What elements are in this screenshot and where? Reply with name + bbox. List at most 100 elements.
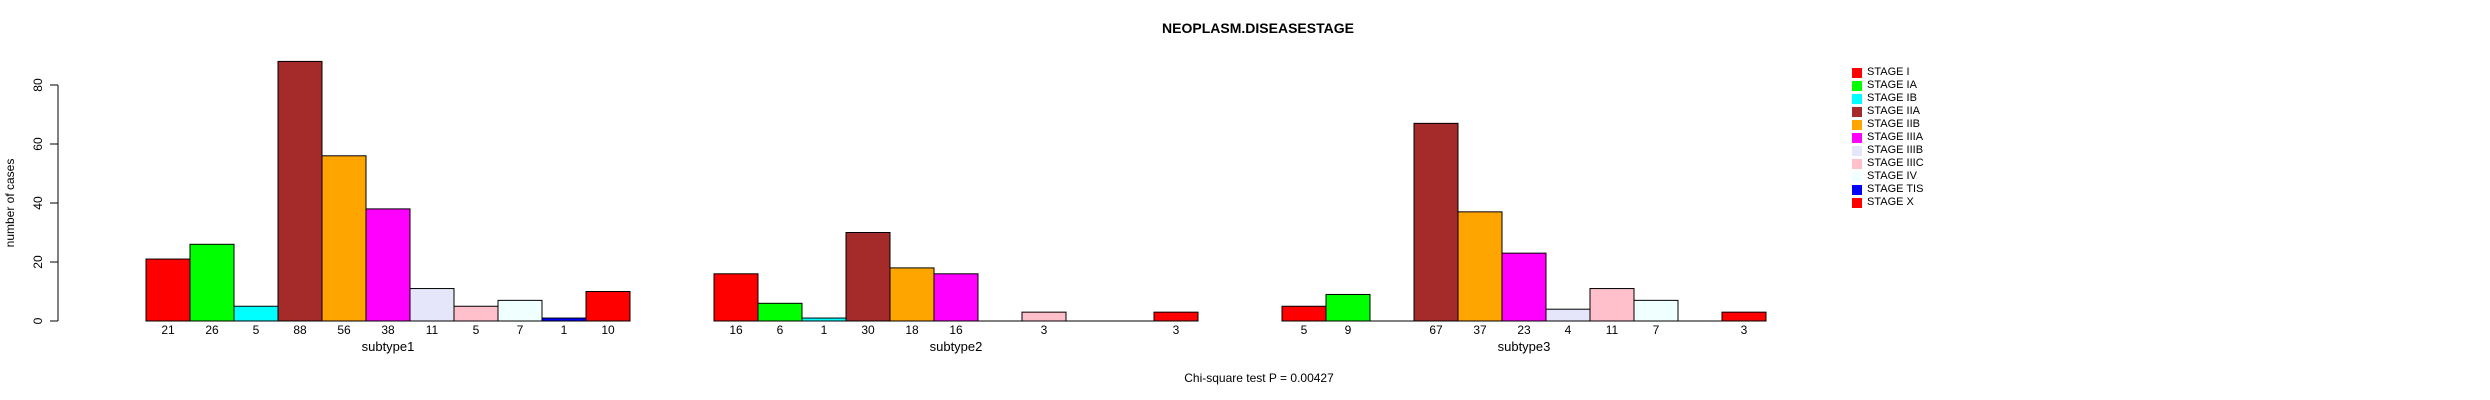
category-label: subtype1 (362, 339, 415, 354)
bar-stage-i-subtype2 (713, 273, 759, 322)
legend-item: STAGE TIS (1852, 183, 1924, 196)
bar-value-label: 1 (821, 323, 828, 337)
bar-value-label: 37 (1473, 323, 1487, 337)
bar-value-label: 5 (473, 323, 480, 337)
legend-item: STAGE IV (1852, 170, 1924, 183)
legend-label: STAGE I (1867, 66, 1910, 78)
legend-label: STAGE IV (1867, 170, 1917, 182)
bar-stage-iib-subtype1 (321, 155, 367, 322)
legend-label: STAGE IIIA (1867, 131, 1924, 143)
legend-color-swatch (1852, 80, 1862, 91)
bar-stage-iia-subtype2 (845, 232, 891, 322)
bar-stage-tis-subtype1 (541, 317, 587, 322)
bar-value-label: 38 (381, 323, 395, 337)
bar-stage-iiic-subtype2 (1021, 311, 1067, 322)
chi-square-annotation: Chi-square test P = 0.00427 (1184, 371, 1334, 385)
bar-value-label: 30 (861, 323, 875, 337)
bar-value-label: 9 (1345, 323, 1352, 337)
legend-color-swatch (1852, 171, 1862, 182)
bar-stage-ia-subtype2 (757, 302, 803, 322)
bar-stage-iiic-subtype1 (453, 305, 499, 322)
bar-value-label: 26 (205, 323, 219, 337)
y-axis-label: number of cases (3, 159, 17, 248)
bar-value-label: 1 (561, 323, 568, 337)
bar-value-label: 67 (1429, 323, 1443, 337)
bar-stage-iib-subtype2 (889, 267, 935, 322)
bar-stage-iib-subtype3 (1457, 211, 1503, 322)
bar-stage-ia-subtype1 (189, 243, 235, 322)
legend-item: STAGE IIB (1852, 118, 1924, 131)
legend-color-swatch (1852, 119, 1862, 130)
legend-color-swatch (1852, 93, 1862, 104)
bar-value-label: 56 (337, 323, 351, 337)
bar-stage-iiib-subtype1 (409, 288, 455, 322)
bar-stage-x-subtype2 (1153, 311, 1199, 322)
bar-stage-x-subtype1 (585, 291, 631, 322)
bar-stage-iv-subtype1 (497, 299, 543, 322)
bar-stage-iiia-subtype1 (365, 208, 411, 322)
bar-value-label: 3 (1173, 323, 1180, 337)
bar-stage-iiia-subtype2 (933, 273, 979, 322)
y-tick-label: 60 (31, 137, 45, 151)
legend-label: STAGE IIIC (1867, 157, 1924, 169)
legend-item: STAGE IIA (1852, 105, 1924, 118)
legend-item: STAGE IA (1852, 79, 1924, 92)
legend-item: STAGE IIIB (1852, 144, 1924, 157)
legend-label: STAGE IB (1867, 92, 1917, 104)
bar-stage-i-subtype3 (1281, 305, 1327, 322)
bar-stage-iia-subtype1 (277, 60, 323, 322)
legend-item: STAGE IB (1852, 92, 1924, 105)
legend-color-swatch (1852, 67, 1862, 78)
bar-stage-ib-subtype1 (233, 305, 279, 322)
legend-label: STAGE X (1867, 196, 1914, 208)
legend-label: STAGE IIA (1867, 105, 1920, 117)
bar-value-label: 11 (426, 323, 439, 337)
legend-color-swatch (1852, 158, 1862, 169)
category-label: subtype2 (930, 339, 983, 354)
bar-value-label: 21 (161, 323, 175, 337)
legend-label: STAGE IIB (1867, 118, 1920, 130)
legend-item: STAGE I (1852, 66, 1924, 79)
bar-stage-iiic-subtype3 (1589, 288, 1635, 322)
bar-value-label: 5 (253, 323, 260, 337)
chart-title: NEOPLASM.DISEASESTAGE (1162, 20, 1354, 36)
bar-stage-i-subtype1 (145, 258, 191, 322)
legend-color-swatch (1852, 106, 1862, 117)
bar-value-label: 6 (777, 323, 784, 337)
bar-value-label: 18 (905, 323, 919, 337)
bar-stage-iiib-subtype3 (1545, 308, 1591, 322)
y-tick-label: 80 (31, 78, 45, 92)
category-label: subtype3 (1498, 339, 1551, 354)
bar-value-label: 16 (729, 323, 743, 337)
bar-stage-x-subtype3 (1721, 311, 1767, 322)
bar-value-label: 7 (1653, 323, 1660, 337)
bar-stage-iv-subtype3 (1633, 299, 1679, 322)
legend-color-swatch (1852, 184, 1862, 195)
bar-value-label: 11 (1606, 323, 1619, 337)
legend-item: STAGE IIIC (1852, 157, 1924, 170)
bar-value-label: 3 (1041, 323, 1048, 337)
legend: STAGE I STAGE IA STAGE IB STAGE IIA STAGE II… (1852, 66, 1924, 209)
bar-value-label: 88 (293, 323, 307, 337)
y-tick-label: 20 (31, 255, 45, 269)
legend-label: STAGE IA (1867, 79, 1917, 91)
bar-value-label: 23 (1517, 323, 1531, 337)
legend-label: STAGE TIS (1867, 183, 1924, 195)
bar-value-label: 7 (517, 323, 524, 337)
bar-value-label: 16 (949, 323, 963, 337)
bar-value-label: 4 (1565, 323, 1572, 337)
legend-color-swatch (1852, 197, 1862, 208)
bar-stage-ia-subtype3 (1325, 293, 1371, 322)
legend-color-swatch (1852, 145, 1862, 156)
legend-item: STAGE X (1852, 196, 1924, 209)
bar-value-label: 5 (1301, 323, 1308, 337)
bar-value-label: 3 (1741, 323, 1748, 337)
bar-stage-iia-subtype3 (1413, 122, 1459, 322)
y-tick-label: 40 (31, 196, 45, 210)
legend-label: STAGE IIIB (1867, 144, 1924, 156)
y-tick-label: 0 (31, 317, 45, 324)
legend-item: STAGE IIIA (1852, 131, 1924, 144)
bar-stage-iiia-subtype3 (1501, 252, 1547, 322)
